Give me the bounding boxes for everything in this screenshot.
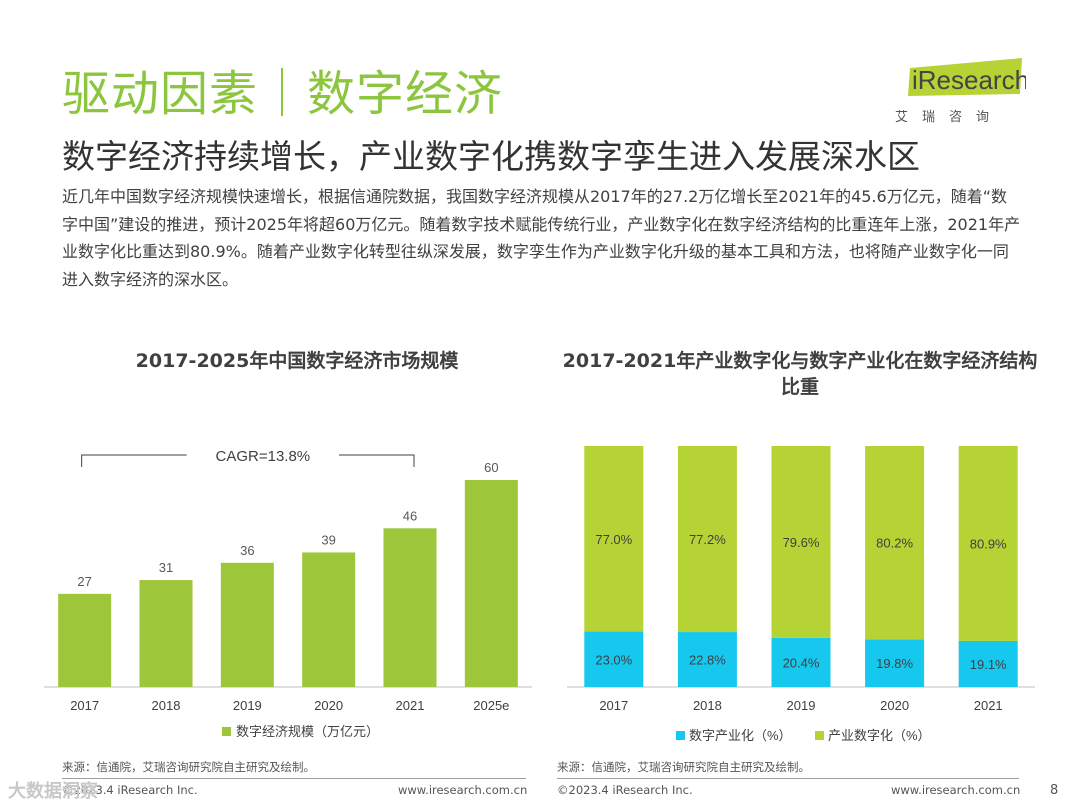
chart1-value-label-2020: 39 [321, 532, 335, 547]
chart1-x-tick-2020: 2020 [314, 698, 343, 713]
chart1-x-tick-2019: 2019 [233, 698, 262, 713]
chart2-label-industrial-digitalization-2017: 77.0% [595, 532, 632, 547]
intro-paragraph: 近几年中国数字经济规模快速增长，根据信通院数据，我国数字经济规模从2017年的2… [62, 187, 1021, 289]
chart2-legend-label-digital-industrialization: 数字产业化（%） [689, 728, 792, 743]
chart1-cagr-bracket-left [81, 454, 187, 467]
chart1-bar-2020 [302, 552, 356, 687]
chart1-title: 2017-2025年中国数字经济市场规模 [135, 350, 459, 372]
chart2-label-digital-industrialization-2017: 23.0% [595, 652, 632, 667]
chart2-label-digital-industrialization-2020: 19.8% [876, 656, 913, 671]
footer-website-right[interactable]: www.iresearch.com.cn [891, 783, 1021, 797]
footer-divider-right [557, 778, 1019, 779]
chart1-cagr-bracket-right [339, 454, 415, 467]
logo-text: iResearch [912, 65, 1026, 95]
logo-green-banner [908, 58, 1022, 96]
chart2-label-industrial-digitalization-2020: 80.2% [876, 536, 913, 551]
chart1-x-tick-2021: 2021 [396, 698, 425, 713]
page-number: 8 [1050, 783, 1059, 798]
chart1-bar-2017 [58, 593, 112, 687]
iresearch-logo: iResearch [908, 58, 1026, 96]
chart2-label-industrial-digitalization-2021: 80.9% [970, 536, 1007, 551]
chart2-title: 2017-2021年产业数字化与数字产业化在数字经济结构比重 [562, 350, 1038, 398]
chart2-x-tick-2020: 2020 [880, 698, 909, 713]
chart2-label-industrial-digitalization-2019: 79.6% [783, 535, 820, 550]
watermark: 大数据洞察 [8, 781, 98, 802]
chart2-bar-industrial-digitalization-2017 [584, 446, 644, 632]
chart1-x-tick-2025e: 2025e [473, 698, 509, 713]
chart2-bar-digital-industrialization-2020 [865, 639, 925, 687]
chart2-legend-swatch-industrial-digitalization [815, 731, 824, 740]
chart1-legend-swatch [222, 727, 231, 736]
chart1-value-label-2017: 27 [77, 574, 91, 589]
chart1-value-label-2019: 36 [240, 543, 254, 558]
chart2-bar-digital-industrialization-2018 [677, 632, 737, 687]
chart2-label-digital-industrialization-2019: 20.4% [783, 655, 820, 670]
footer-website-left[interactable]: www.iresearch.com.cn [398, 783, 528, 797]
chart2-label-digital-industrialization-2018: 22.8% [689, 653, 726, 668]
chart2-x-tick-2019: 2019 [787, 698, 816, 713]
chart1-x-tick-2018: 2018 [152, 698, 181, 713]
chart2-x-tick-2018: 2018 [693, 698, 722, 713]
chart2-x-tick-2021: 2021 [974, 698, 1003, 713]
chart2-label-industrial-digitalization-2018: 77.2% [689, 532, 726, 547]
chart2-legend-swatch-digital-industrialization [676, 731, 685, 740]
chart1-bar-2018 [139, 580, 193, 687]
chart2-bar-digital-industrialization-2019 [771, 637, 831, 687]
chart2-label-digital-industrialization-2021: 19.1% [970, 657, 1007, 672]
chart2-x-tick-2017: 2017 [599, 698, 628, 713]
chart2-bar-industrial-digitalization-2021 [958, 446, 1018, 641]
chart2-bar-industrial-digitalization-2019 [771, 446, 831, 638]
chart1-cagr-annotation: CAGR=13.8% [216, 448, 311, 465]
chart1-legend-label: 数字经济规模（万亿元） [236, 724, 379, 739]
footer-divider-left [62, 778, 526, 779]
chart1-x-tick-2017: 2017 [70, 698, 99, 713]
chart2-bar-digital-industrialization-2017 [584, 631, 644, 687]
chart1-bar-2019 [220, 562, 274, 687]
chart1-value-label-2018: 31 [159, 560, 173, 575]
footer-copyright-left: ©2023.4 iResearch Inc. [62, 783, 198, 797]
footer-copyright-right: ©2023.4 iResearch Inc. [557, 783, 693, 797]
footer-source-right: 来源：信通院，艾瑞咨询研究院自主研究及绘制。 [557, 760, 810, 774]
chart1-value-label-2021: 46 [403, 508, 417, 523]
logo-subtext: 艾瑞咨询 [895, 110, 1004, 125]
chart2-bar-industrial-digitalization-2020 [865, 446, 925, 640]
chart2-bar-industrial-digitalization-2018 [677, 446, 737, 633]
chart1-bar-2021 [383, 528, 437, 687]
footer-source-left: 来源：信通院，艾瑞咨询研究院自主研究及绘制。 [62, 760, 315, 774]
page-subtitle: 数字经济持续增长，产业数字化携数字孪生进入发展深水区 [62, 137, 920, 176]
chart2-legend-label-industrial-digitalization: 产业数字化（%） [828, 728, 931, 743]
chart1-bar-2025e [464, 480, 518, 687]
chart2-bar-digital-industrialization-2021 [958, 640, 1018, 687]
page-title: 驱动因素｜数字经济 [62, 66, 504, 122]
chart1-value-label-2025e: 60 [484, 460, 498, 475]
